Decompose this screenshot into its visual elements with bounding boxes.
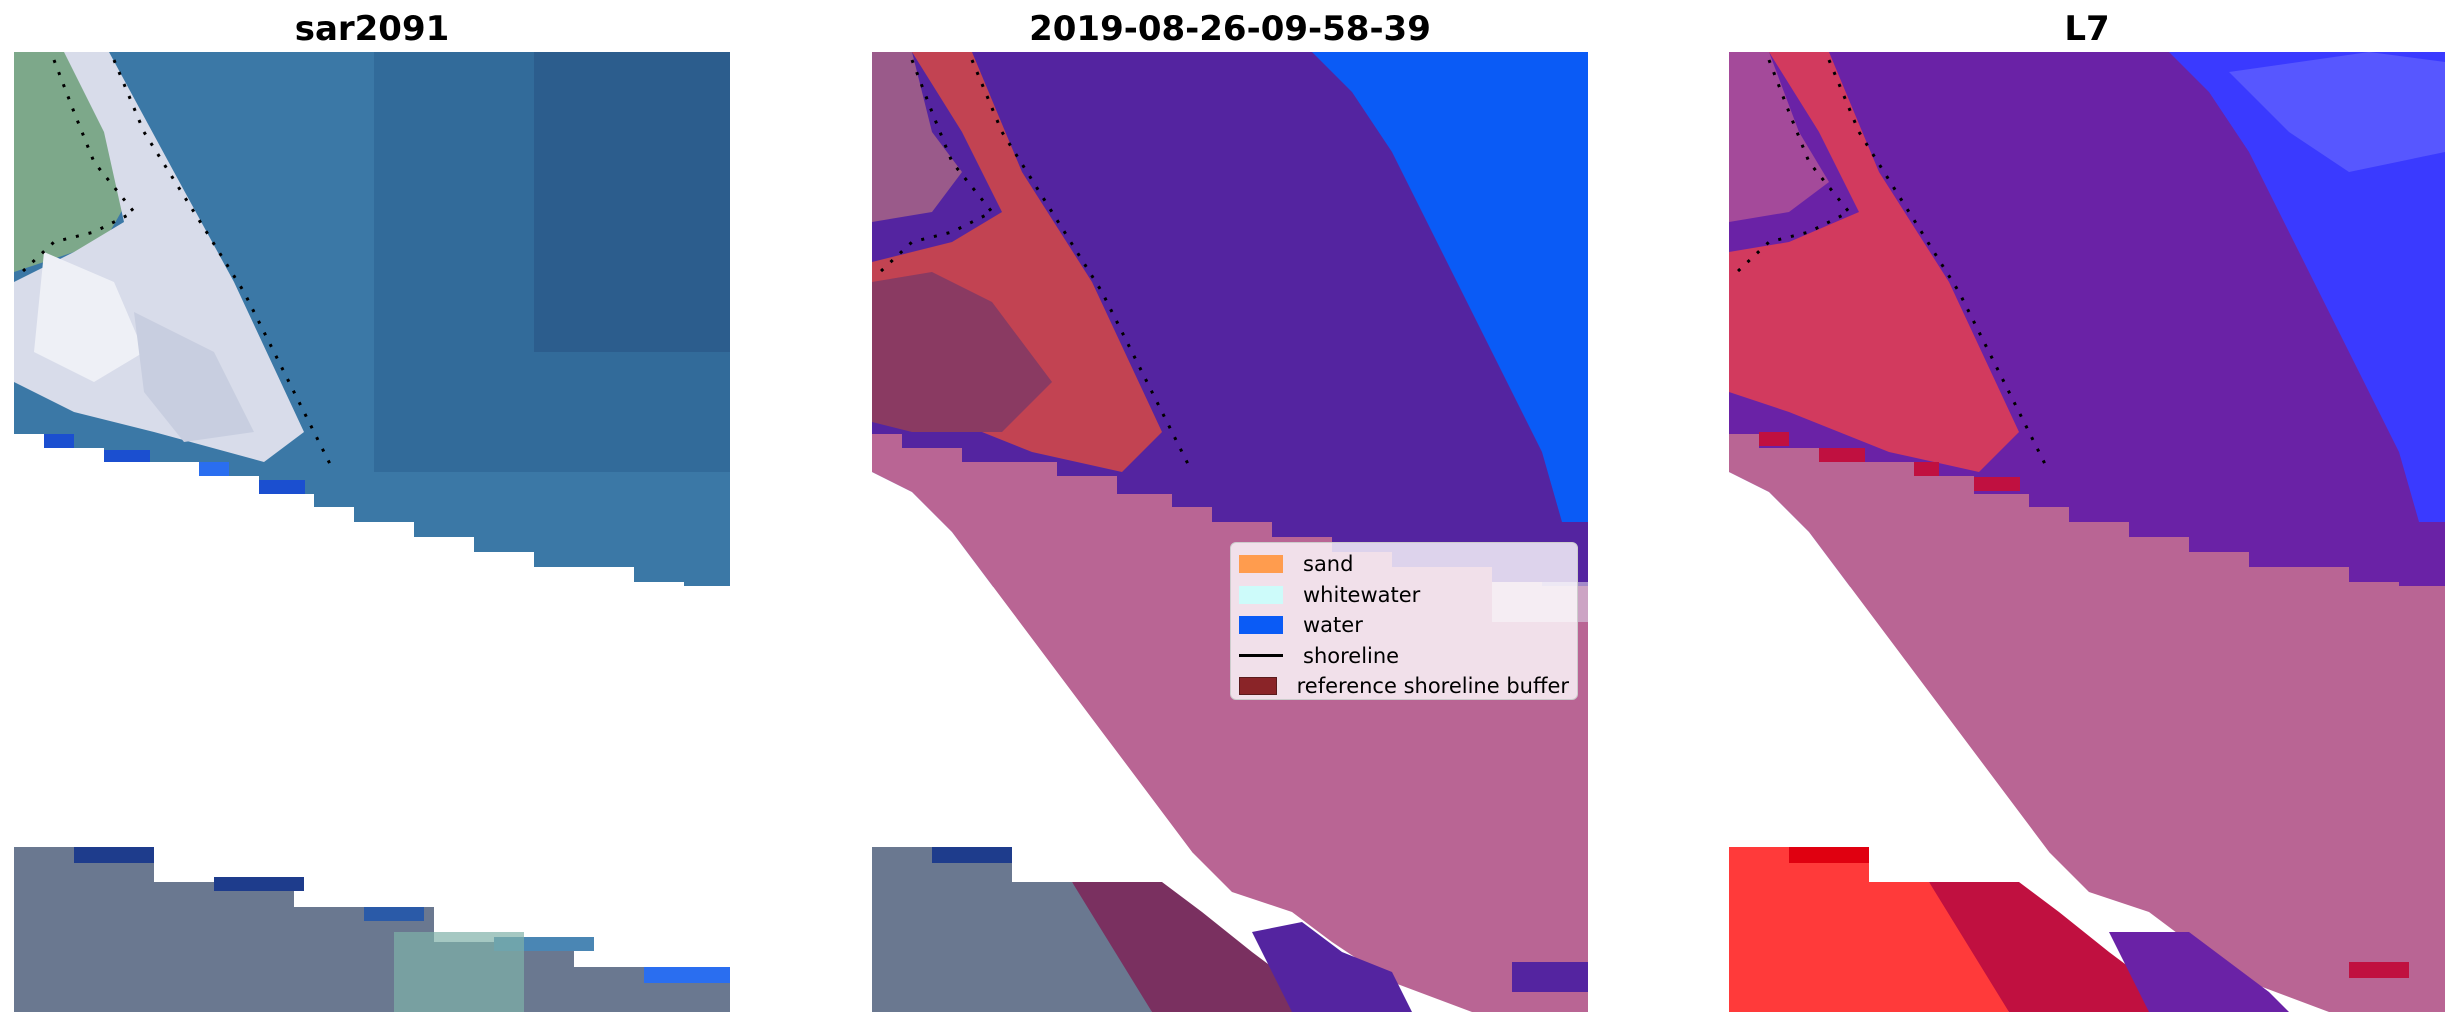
legend-item-sand: sand <box>1239 549 1569 580</box>
reference-shoreline-east <box>1827 59 2051 473</box>
panel-title-rgb: sar2091 <box>294 9 450 49</box>
rgb-image-panel <box>14 52 730 1012</box>
index-panel <box>1729 52 2445 1012</box>
land-area <box>872 847 1152 1012</box>
red-index-area <box>1729 847 2009 1012</box>
panel-title-index: L7 <box>2064 9 2110 49</box>
no-data-region <box>1729 472 2049 872</box>
legend-item-water: water <box>1239 610 1569 641</box>
no-data-region <box>872 472 1192 872</box>
classified-image <box>872 52 1588 1012</box>
land-index-area <box>1729 52 2019 472</box>
index-image <box>1729 52 2445 1012</box>
legend-label: reference shoreline buffer <box>1296 674 1569 699</box>
legend-label: water <box>1303 613 1363 638</box>
water-swatch-icon <box>1239 616 1283 635</box>
classified-panel <box>872 52 1588 1012</box>
buffer-swatch-icon <box>1239 677 1277 696</box>
legend-item-shoreline: shoreline <box>1239 641 1569 672</box>
rgb-image <box>14 52 730 1012</box>
water-class-area <box>1312 52 1588 522</box>
no-data-region <box>14 434 730 962</box>
reference-shoreline-east <box>970 59 1194 473</box>
deep-water-index-area <box>2169 52 2445 522</box>
shoreline-line-icon <box>1239 654 1283 658</box>
whitewater-swatch-icon <box>1239 585 1283 604</box>
panel-title-classified: 2019-08-26-09-58-39 <box>1029 9 1431 49</box>
legend: sand whitewater water shoreline referenc… <box>1230 542 1578 700</box>
legend-label: whitewater <box>1303 582 1421 607</box>
legend-item-whitewater: whitewater <box>1239 580 1569 611</box>
buffer-region <box>1729 434 2445 1012</box>
sand-swatch-icon <box>1239 555 1283 574</box>
land-area <box>14 847 730 1012</box>
legend-item-reference-buffer: reference shoreline buffer <box>1239 671 1569 702</box>
reference-shoreline-east <box>112 59 336 473</box>
legend-label: shoreline <box>1303 643 1400 668</box>
legend-label: sand <box>1303 552 1354 577</box>
